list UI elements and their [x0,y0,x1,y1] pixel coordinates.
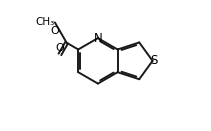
Text: CH₃: CH₃ [35,17,54,28]
Text: S: S [150,54,157,67]
Text: O: O [50,26,59,36]
Text: O: O [55,43,64,53]
Text: N: N [93,32,102,45]
